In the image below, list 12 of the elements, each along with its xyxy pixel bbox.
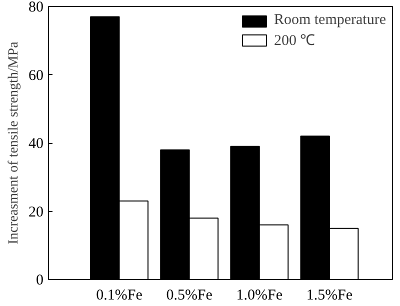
legend-label: Room temperature <box>274 12 386 29</box>
y-tick-label: 60 <box>28 68 44 84</box>
x-tick-label: 1.0%Fe <box>236 288 283 304</box>
x-tick-label: 0.5%Fe <box>166 288 213 304</box>
y-tick-label: 80 <box>28 0 44 16</box>
legend-label: 200 ℃ <box>274 32 316 50</box>
y-axis-title: Increasment of tensile strength/MPa <box>6 40 22 244</box>
y-tick-label: 20 <box>28 204 44 220</box>
y-tick-label: 0 <box>36 272 44 288</box>
x-tick-label: 1.5%Fe <box>306 288 353 304</box>
y-tick-label: 40 <box>28 136 44 152</box>
x-tick-label: 0.1%Fe <box>96 288 143 304</box>
